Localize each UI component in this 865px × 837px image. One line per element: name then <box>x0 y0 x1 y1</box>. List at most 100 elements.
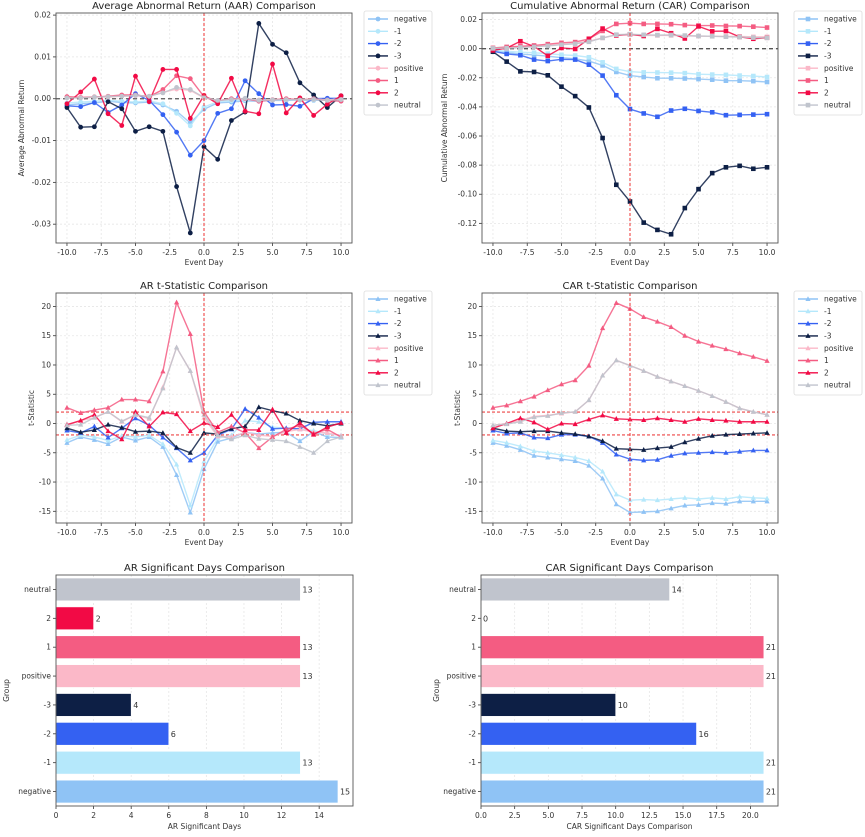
data-point <box>737 23 742 29</box>
x-tick-label: 10.0 <box>333 528 350 537</box>
data-point <box>132 434 139 439</box>
data-point <box>655 21 660 27</box>
x-tick-label: 7.5 <box>727 248 739 257</box>
bar-group--1: -1 13 <box>44 750 313 775</box>
data-point <box>270 102 275 108</box>
data-point <box>695 502 702 507</box>
data-point <box>572 41 578 47</box>
data-point <box>187 123 193 129</box>
data-point <box>545 53 551 59</box>
legend-label: negative <box>394 295 427 304</box>
data-point <box>654 508 661 514</box>
data-point <box>600 60 605 65</box>
data-point <box>201 420 207 425</box>
legend: negative -1 -2 -3 positive 1 2 neutral <box>363 290 433 396</box>
data-point <box>324 434 330 439</box>
legend-marker <box>375 65 381 71</box>
data-point <box>64 95 70 101</box>
data-point <box>572 46 578 52</box>
data-point <box>64 105 70 110</box>
data-point <box>682 495 688 500</box>
data-point <box>709 23 715 28</box>
bar-value-label: 4 <box>133 701 138 710</box>
x-tick-label: 8 <box>204 811 209 820</box>
legend-label: 1 <box>394 76 399 85</box>
data-point <box>146 414 152 420</box>
bar <box>55 722 170 746</box>
data-point <box>682 76 688 81</box>
data-point <box>586 105 592 110</box>
legend-item--2: -2 <box>368 319 402 328</box>
data-point <box>311 431 317 437</box>
x-tick-label: 2.5 <box>232 248 244 257</box>
legend-marker <box>805 296 811 301</box>
y-tick-label: 2 <box>46 614 51 623</box>
data-point <box>119 396 125 402</box>
legend-item-2: 2 <box>368 368 399 377</box>
legend-marker <box>805 345 811 351</box>
data-point <box>173 299 180 305</box>
y-tick-label: 0 <box>472 419 477 428</box>
data-point <box>613 451 619 457</box>
data-point <box>504 421 510 427</box>
data-point <box>174 184 179 189</box>
y-tick-label: -0.06 <box>458 132 478 141</box>
data-point <box>641 314 647 319</box>
legend-label: 2 <box>394 88 399 97</box>
data-point <box>133 99 138 105</box>
legend-label: -1 <box>394 307 402 316</box>
legend-label: -3 <box>394 52 402 61</box>
data-point <box>709 29 715 34</box>
data-point <box>78 410 84 415</box>
data-point <box>668 505 674 511</box>
y-tick-label: 5 <box>472 390 477 399</box>
data-point <box>751 112 756 117</box>
x-axis-label: Event Day <box>185 258 224 267</box>
data-point <box>338 434 344 439</box>
y-tick-label: 1 <box>471 643 476 652</box>
data-point <box>751 166 756 172</box>
x-tick-label: 20.0 <box>742 811 759 820</box>
data-point <box>668 417 674 422</box>
data-point <box>751 78 756 84</box>
data-point <box>256 98 262 103</box>
legend-box <box>363 10 433 116</box>
legend-label: -3 <box>824 332 832 341</box>
chart-car: Cumulative Abnormal Return (CAR) Compari… <box>440 1 863 267</box>
data-point <box>613 491 619 497</box>
legend: negative -1 -2 -3 positive 1 2 neutral <box>793 10 863 116</box>
legend-item-2: 2 <box>798 368 829 377</box>
data-point <box>119 424 125 430</box>
legend-label: 1 <box>824 356 829 365</box>
data-point <box>504 440 510 445</box>
data-point <box>270 41 275 47</box>
data-point <box>559 52 564 58</box>
legend-marker <box>375 102 381 108</box>
data-point <box>695 435 702 441</box>
data-point <box>586 462 592 468</box>
legend-marker <box>375 357 381 363</box>
chart-title: CAR Significant Days Comparison <box>546 563 714 574</box>
y-tick-label: -5 <box>470 448 478 457</box>
data-point <box>613 445 619 451</box>
data-point <box>655 32 660 38</box>
data-point <box>572 93 578 99</box>
y-tick-label: -0.04 <box>458 102 478 111</box>
bar-value-label: 13 <box>302 585 312 594</box>
data-point <box>160 385 166 391</box>
y-tick-label: 20 <box>41 302 51 311</box>
data-point <box>750 430 756 436</box>
data-point <box>764 495 770 501</box>
data-point <box>78 124 84 130</box>
data-point <box>324 430 330 435</box>
legend-marker <box>375 382 381 388</box>
data-point <box>201 449 207 455</box>
data-point <box>750 495 756 500</box>
data-point <box>256 404 262 410</box>
data-point <box>490 437 496 443</box>
data-point <box>297 80 303 86</box>
bar-value-label: 15 <box>340 788 350 797</box>
legend-label: -2 <box>824 39 832 48</box>
data-point <box>119 123 125 128</box>
data-point <box>682 450 688 456</box>
